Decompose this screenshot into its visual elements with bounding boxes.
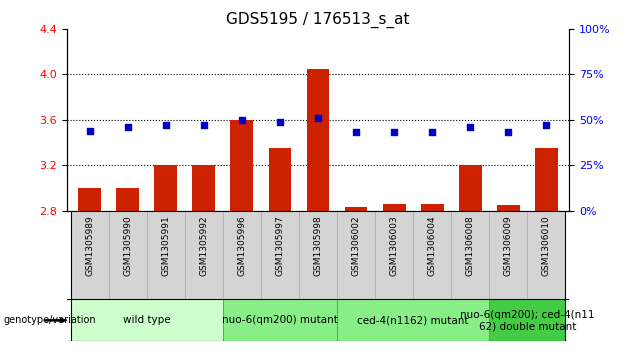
Text: GSM1305992: GSM1305992	[199, 215, 209, 276]
Text: GSM1306008: GSM1306008	[466, 215, 474, 276]
Bar	[109, 211, 147, 299]
Text: GSM1305991: GSM1305991	[162, 215, 170, 276]
Text: GSM1305989: GSM1305989	[85, 215, 94, 276]
Bar	[193, 165, 215, 211]
Bar	[527, 211, 565, 299]
Bar	[337, 211, 375, 299]
Bar	[71, 211, 109, 299]
Bar	[261, 211, 299, 299]
Bar	[116, 188, 139, 211]
Bar	[307, 69, 329, 211]
Point	[85, 128, 95, 134]
Point	[313, 115, 323, 121]
Bar	[535, 148, 558, 211]
Point	[275, 119, 285, 125]
Point	[427, 130, 438, 135]
Text: ced-4(n1162) mutant: ced-4(n1162) mutant	[357, 315, 469, 325]
Bar	[71, 299, 223, 341]
Text: nuo-6(qm200) mutant: nuo-6(qm200) mutant	[222, 315, 338, 325]
Title: GDS5195 / 176513_s_at: GDS5195 / 176513_s_at	[226, 12, 410, 28]
Point	[503, 130, 513, 135]
Point	[198, 122, 209, 128]
Point	[389, 130, 399, 135]
Bar	[489, 211, 527, 299]
Text: GSM1306004: GSM1306004	[427, 215, 437, 276]
Bar	[413, 211, 451, 299]
Bar	[223, 299, 337, 341]
Text: genotype/variation: genotype/variation	[3, 315, 96, 325]
Point	[123, 124, 133, 130]
Text: GSM1305997: GSM1305997	[275, 215, 284, 276]
Bar	[147, 211, 185, 299]
Point	[161, 122, 171, 128]
Bar	[451, 211, 489, 299]
Bar	[268, 148, 291, 211]
Bar	[78, 188, 101, 211]
Bar	[155, 165, 177, 211]
Text: GSM1305998: GSM1305998	[314, 215, 322, 276]
Bar	[489, 299, 565, 341]
Bar	[337, 299, 489, 341]
Text: GSM1306002: GSM1306002	[352, 215, 361, 276]
Bar	[497, 205, 520, 211]
Text: GSM1306010: GSM1306010	[542, 215, 551, 276]
Bar	[185, 211, 223, 299]
Point	[237, 117, 247, 123]
Bar	[459, 165, 481, 211]
Bar	[345, 207, 368, 211]
Point	[465, 124, 475, 130]
Text: GSM1306003: GSM1306003	[390, 215, 399, 276]
Text: GSM1306009: GSM1306009	[504, 215, 513, 276]
Bar	[223, 211, 261, 299]
Text: wild type: wild type	[123, 315, 170, 325]
Bar	[383, 204, 406, 211]
Text: GSM1305996: GSM1305996	[237, 215, 246, 276]
Bar	[375, 211, 413, 299]
Text: GSM1305990: GSM1305990	[123, 215, 132, 276]
Point	[541, 122, 551, 128]
Bar	[299, 211, 337, 299]
Point	[351, 130, 361, 135]
Bar	[230, 120, 253, 211]
Text: nuo-6(qm200); ced-4(n11
62) double mutant: nuo-6(qm200); ced-4(n11 62) double mutan…	[460, 310, 595, 331]
Bar	[421, 204, 444, 211]
